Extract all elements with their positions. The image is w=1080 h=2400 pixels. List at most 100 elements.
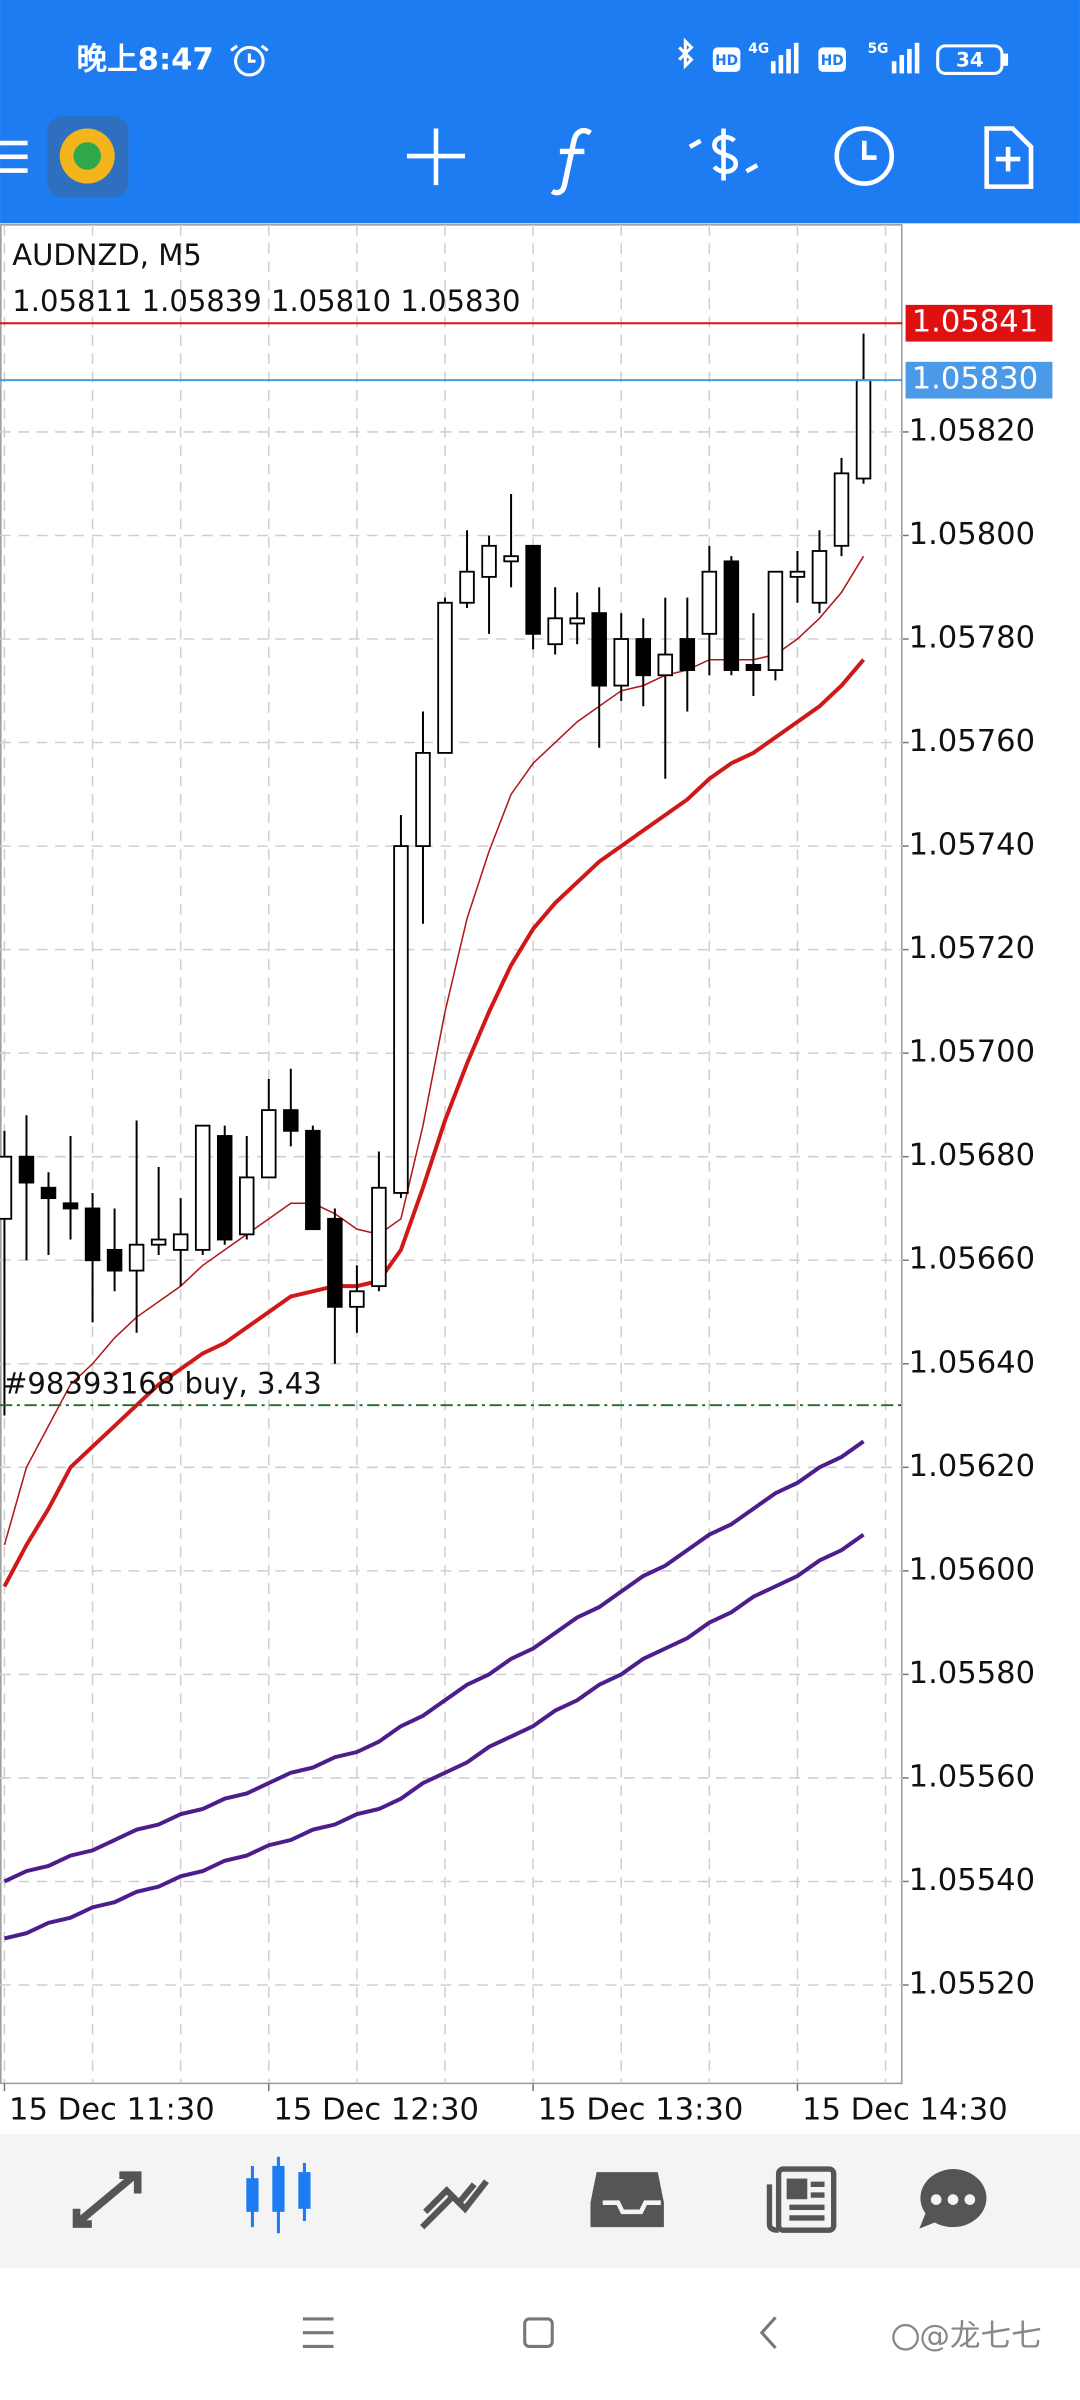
candle-body (349, 1290, 365, 1308)
menu-button[interactable] (0, 140, 28, 173)
y-tick-label: 1.05640 (909, 1345, 1035, 1380)
candle-body (855, 379, 872, 480)
tab-news[interactable] (766, 2166, 837, 2233)
candle-body (767, 570, 784, 671)
app-logo[interactable] (47, 116, 129, 198)
candle-body (150, 1238, 167, 1246)
candle-body (106, 1248, 123, 1272)
price-tag-label: 1.05841 (912, 305, 1038, 340)
moving-average-line (3, 555, 865, 1546)
bluetooth-icon (678, 37, 694, 70)
chart-subtitle: 1.05811 1.05839 1.05810 1.05830 (12, 284, 520, 318)
y-tick-label: 1.05820 (909, 413, 1035, 448)
moving-average-line (2, 658, 866, 1588)
y-tick-label: 1.05560 (909, 1759, 1035, 1794)
tab-quotes[interactable] (72, 2171, 142, 2228)
candle-body (18, 1155, 35, 1184)
candle-body (305, 1129, 321, 1231)
watermark: @龙七七 (919, 2319, 1041, 2354)
network-label: 5G (868, 41, 889, 57)
battery (936, 44, 1004, 75)
network-label: HD (821, 53, 844, 69)
candle-body (84, 1207, 101, 1262)
candle-body (371, 1186, 387, 1288)
network-label: 4G (748, 41, 769, 57)
candle-body (172, 1233, 189, 1251)
candle-body (723, 560, 740, 671)
y-tick-label: 1.05660 (909, 1242, 1035, 1277)
price-tag (905, 361, 1053, 399)
candle-body (437, 601, 453, 754)
tab-history[interactable] (590, 2172, 664, 2228)
y-tick-label: 1.05760 (909, 724, 1035, 759)
y-tick-label: 1.05720 (909, 931, 1035, 966)
header-bg (0, 0, 1080, 224)
y-tick-label: 1.05680 (909, 1138, 1035, 1173)
x-tick-label: 15 Dec 14:30 (802, 2092, 1008, 2127)
nav-home[interactable] (523, 2317, 554, 2348)
candle-body (239, 1176, 255, 1236)
hd-badge (712, 47, 741, 72)
network-label: HD (715, 53, 738, 69)
signal-icon (891, 42, 920, 74)
candle-body (701, 570, 718, 635)
y-tick-label: 1.05580 (909, 1656, 1035, 1691)
x-tick-label: 15 Dec 11:30 (9, 2092, 215, 2127)
hd-badge (818, 47, 846, 72)
candle-body (283, 1109, 299, 1132)
candle-body (327, 1217, 343, 1308)
indicators-button[interactable] (550, 127, 592, 196)
y-tick-label: 1.05780 (909, 621, 1035, 656)
tab-chat[interactable] (919, 2169, 987, 2229)
price-axis: 1.05820 1.05800 1.05780 1.05760 1.05740 1.057… (3, 304, 1053, 2127)
y-tick-label: 1.05800 (909, 517, 1035, 552)
history-button[interactable] (834, 126, 895, 186)
new-order-button[interactable] (984, 126, 1034, 189)
candle-body (745, 663, 762, 671)
candle-body (525, 544, 541, 635)
tab-trade[interactable] (420, 2179, 489, 2230)
candle-body (591, 612, 607, 687)
candle-body (503, 555, 519, 563)
candle-body (679, 638, 696, 671)
x-tick-label: 15 Dec 12:30 (273, 2092, 479, 2127)
toolbar (0, 116, 1034, 198)
battery-level: 34 (956, 49, 984, 72)
price-tag-label: 1.05830 (912, 362, 1038, 397)
nav-back[interactable] (759, 2316, 777, 2350)
moving-average-line (3, 1439, 865, 1884)
watermark-icon (892, 2323, 919, 2351)
crosshair-button[interactable] (406, 128, 466, 186)
battery-tip (1003, 53, 1009, 66)
y-tick-label: 1.05540 (909, 1863, 1035, 1898)
tab-bar (0, 2133, 1080, 2269)
candle-body (569, 617, 585, 625)
candle-body (216, 1135, 233, 1241)
nav-menu[interactable] (302, 2317, 334, 2348)
tab-chart[interactable] (246, 2156, 311, 2234)
candle-body (613, 638, 629, 687)
candle-body (459, 570, 475, 604)
y-tick-label: 1.05520 (909, 1967, 1035, 2002)
candle-body (657, 653, 674, 677)
candle-body (40, 1186, 57, 1200)
moving-average-line (3, 1532, 865, 1941)
price-tag (905, 304, 1053, 342)
trade-button[interactable] (688, 128, 759, 181)
candle-body (811, 550, 828, 604)
candle-body (261, 1109, 277, 1179)
candle-body (481, 544, 497, 578)
candle-body (62, 1202, 79, 1210)
candle-body (833, 472, 850, 547)
candle-body (393, 845, 409, 1194)
candle-body (0, 1155, 13, 1220)
y-tick-label: 1.05700 (909, 1035, 1035, 1070)
y-tick-label: 1.05740 (909, 828, 1035, 863)
alarm-icon (230, 44, 269, 77)
plot-frame (0, 224, 903, 2085)
candle-body (547, 617, 563, 646)
system-nav (302, 2316, 777, 2350)
candle-body (635, 638, 652, 677)
